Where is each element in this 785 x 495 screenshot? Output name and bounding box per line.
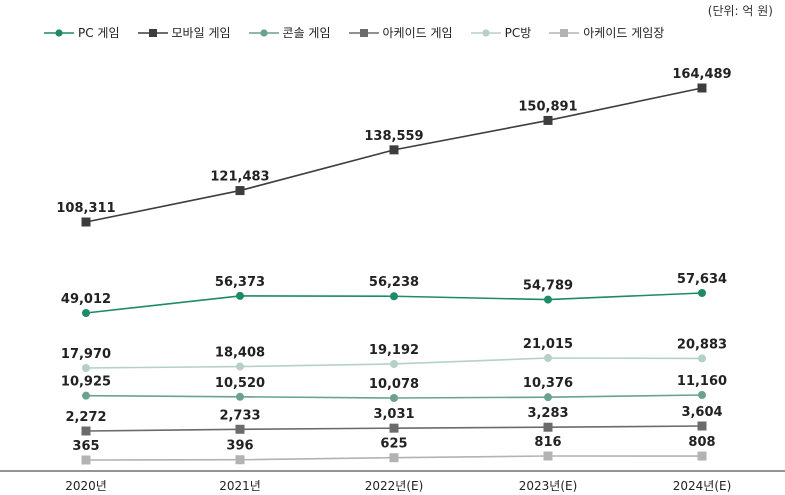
data-point <box>82 364 90 372</box>
legend-label: 콘솔 게임 <box>282 26 331 40</box>
data-label: 10,376 <box>523 376 573 391</box>
data-point <box>697 83 707 93</box>
data-point <box>82 391 90 400</box>
data-label: 18,408 <box>215 346 265 361</box>
data-label: 49,012 <box>61 292 111 307</box>
legend-item-console-game: 콘솔 게임 <box>248 24 331 41</box>
legend-item-pc-bang: PC방 <box>470 24 532 41</box>
data-point <box>82 309 90 317</box>
data-label: 57,634 <box>677 272 727 287</box>
data-label: 20,883 <box>677 337 727 352</box>
data-label: 11,160 <box>677 374 727 389</box>
data-point <box>697 421 707 431</box>
data-point <box>543 451 553 461</box>
legend-label: PC방 <box>504 26 532 40</box>
x-tick-label: 2022년(E) <box>365 479 424 493</box>
data-label: 396 <box>226 439 253 454</box>
data-point <box>389 145 399 155</box>
data-label: 3,283 <box>527 406 568 421</box>
data-label: 808 <box>688 435 715 450</box>
data-label: 10,520 <box>215 376 265 391</box>
legend-item-arcade-venue: 아케이드 게임장 <box>549 24 664 41</box>
data-label: 19,192 <box>369 343 419 358</box>
data-point <box>544 393 552 402</box>
data-label: 138,559 <box>364 129 423 144</box>
data-point <box>236 392 244 401</box>
data-point <box>235 424 245 434</box>
unit-label: (단위: 억 원) <box>707 4 773 18</box>
x-tick-label: 2023년(E) <box>519 479 578 493</box>
legend-label: 아케이드 게임장 <box>583 26 665 40</box>
data-label: 625 <box>380 437 407 452</box>
series-line <box>85 87 703 223</box>
data-label: 816 <box>534 435 561 450</box>
data-point <box>235 455 245 465</box>
legend-item-arcade-game: 아케이드 게임 <box>348 24 453 41</box>
data-point <box>81 426 91 436</box>
data-point <box>698 289 706 297</box>
data-label: 21,015 <box>523 337 573 352</box>
data-label: 150,891 <box>518 99 577 114</box>
data-label: 56,373 <box>215 275 265 290</box>
data-point <box>390 359 398 368</box>
legend-swatch-circle-icon <box>470 28 501 37</box>
legend-label: PC 게임 <box>78 26 120 40</box>
legend-label: 아케이드 게임 <box>382 26 453 40</box>
legend-item-pc-game: PC 게임 <box>44 24 120 41</box>
data-label: 3,031 <box>373 407 414 422</box>
data-label: 10,078 <box>369 377 419 392</box>
legend-label: 모바일 게임 <box>171 26 231 40</box>
data-point <box>81 217 91 227</box>
data-label: 10,925 <box>61 375 111 390</box>
data-point <box>236 291 244 300</box>
x-tick-label: 2024년(E) <box>673 479 732 493</box>
data-label: 121,483 <box>210 170 269 185</box>
legend-swatch-square-icon <box>348 28 379 37</box>
data-label: 108,311 <box>56 201 115 216</box>
data-point <box>390 292 398 301</box>
data-point <box>81 455 91 465</box>
data-point <box>236 362 244 371</box>
data-label: 365 <box>72 439 99 454</box>
data-label: 2,733 <box>219 408 260 423</box>
data-label: 17,970 <box>61 347 111 362</box>
data-label: 3,604 <box>681 405 722 420</box>
legend: PC 게임 모바일 게임 콘솔 게임 아케이드 게임 PC방 아케이드 게임장 <box>44 24 664 41</box>
legend-swatch-square-icon <box>549 28 580 37</box>
data-point <box>235 186 245 196</box>
data-label: 164,489 <box>672 67 731 82</box>
legend-item-mobile-game: 모바일 게임 <box>137 24 231 41</box>
data-point <box>389 423 399 433</box>
data-point <box>697 451 707 461</box>
data-label: 56,238 <box>369 275 419 290</box>
data-point <box>390 394 398 402</box>
data-point <box>543 422 553 432</box>
data-point <box>544 354 552 362</box>
legend-swatch-square-icon <box>137 28 168 37</box>
data-point <box>389 453 399 463</box>
legend-swatch-circle-icon <box>248 28 279 37</box>
data-label: 2,272 <box>65 410 106 425</box>
data-point <box>543 115 553 125</box>
x-tick-label: 2021년 <box>219 479 261 493</box>
legend-swatch-circle-icon <box>44 28 74 37</box>
data-point <box>544 295 552 304</box>
data-point <box>698 391 706 399</box>
data-point <box>698 354 706 363</box>
data-label: 54,789 <box>523 279 573 294</box>
x-tick-label: 2020년 <box>65 479 107 493</box>
